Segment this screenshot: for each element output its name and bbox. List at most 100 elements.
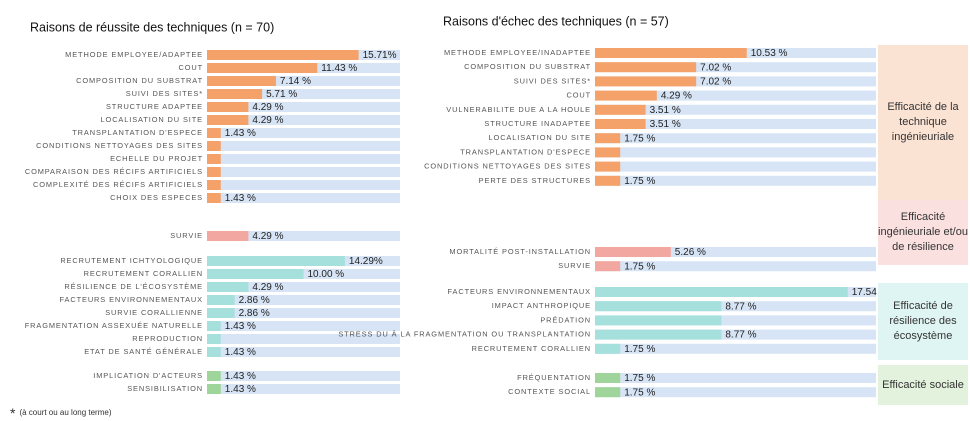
bar-background	[595, 175, 876, 186]
value-label: 1.75 %	[624, 133, 655, 144]
category-label: STRUCTURE INADAPTEE	[484, 119, 591, 128]
value-label: 7.14 %	[280, 76, 311, 87]
footnote-mark: *	[10, 405, 16, 421]
category-label: RECRUTEMENT ICHTYOLOGIQUE	[60, 256, 203, 265]
bar-background	[207, 167, 400, 177]
value-label: 3.51 %	[650, 105, 681, 116]
bar	[595, 343, 621, 354]
bar	[595, 104, 646, 115]
category-label: CONTEXTE SOCIAL	[508, 387, 591, 396]
category-label: CONDITIONS NETTOYAGES DES SITES	[36, 141, 203, 150]
value-label: 4.29 %	[252, 102, 283, 113]
group-label: Efficacité sociale	[878, 365, 968, 405]
bar	[207, 347, 221, 357]
bar	[595, 261, 621, 272]
category-label: LOCALISATION DU SITE	[101, 115, 203, 124]
category-label: COMPARAISON DES RÉCIFS ARTIFICIELS	[25, 167, 203, 176]
group-label: Efficacité de la technique ingénieuriale	[878, 45, 968, 200]
value-label: 15.71%	[363, 50, 397, 61]
bar	[207, 371, 221, 381]
bar	[595, 175, 621, 186]
category-label: TRANSPLANTATION D'ESPECE	[72, 128, 203, 137]
bar-background	[207, 76, 400, 86]
category-label: COMPOSITION DU SUBSTRAT	[464, 62, 591, 71]
value-label: 1.43 %	[225, 193, 256, 204]
bar	[207, 89, 263, 99]
category-label: COMPOSITION DU SUBSTRAT	[76, 76, 203, 85]
value-label: 4.29 %	[252, 115, 283, 126]
bar	[595, 387, 621, 398]
bar-background	[595, 315, 876, 326]
category-label: FRÉQUENTATION	[517, 373, 591, 382]
bar-background	[207, 384, 400, 394]
value-label: 7.02 %	[700, 62, 731, 73]
category-label: SURVIE CORALLIENNE	[105, 308, 203, 317]
bar-background	[595, 76, 876, 87]
bar-background	[207, 295, 400, 305]
value-label: 4.29 %	[252, 231, 283, 242]
bar	[595, 287, 848, 297]
category-label: IMPACT ANTHROPIQUE	[492, 301, 591, 310]
bar-background	[595, 90, 876, 101]
category-label: SENSIBILISATION	[127, 384, 203, 393]
bar-background	[207, 347, 400, 357]
bar	[595, 147, 621, 158]
value-label: 8.77 %	[725, 301, 756, 312]
category-label: STRUCTURE ADAPTEE	[106, 102, 203, 111]
bar	[207, 269, 304, 279]
bar-background	[207, 102, 400, 112]
value-label: 1.75 %	[624, 387, 655, 398]
group-label: Efficacité de résilience des écosystème	[878, 283, 968, 360]
bar-background	[595, 62, 876, 73]
value-label: 11.43 %	[321, 63, 357, 74]
value-label: 1.43 %	[225, 128, 256, 139]
category-label: STRESS DU À LA FRAGMENTATION OU TRANSPLA…	[338, 330, 591, 339]
bar-background	[595, 133, 876, 144]
value-label: 10.53 %	[751, 48, 788, 59]
bar-background	[207, 231, 400, 241]
bar-background	[207, 334, 400, 344]
bar	[595, 62, 697, 73]
bar-background	[595, 329, 876, 340]
value-label: 1.75 %	[624, 373, 655, 384]
category-label: IMPLICATION D'ACTEURS	[93, 371, 203, 380]
bar-background	[207, 128, 400, 138]
bar	[207, 154, 221, 164]
category-label: ECHELLE DU PROJET	[110, 154, 203, 163]
bar	[207, 295, 235, 305]
category-label: SUIVI DES SITES*	[126, 89, 203, 98]
category-label: METHODE EMPLOYEE/ADAPTEE	[65, 50, 203, 59]
bar-background	[595, 261, 876, 272]
chart-title: Raisons de réussite des techniques (n = …	[30, 20, 274, 34]
value-label: 5.71 %	[266, 89, 297, 100]
value-label: 1.43 %	[225, 371, 256, 382]
value-label: 1.43 %	[225, 384, 256, 395]
bar-background	[207, 321, 400, 331]
category-label: MORTALITÉ POST-INSTALLATION	[449, 247, 591, 256]
bar	[207, 321, 221, 331]
value-label: 8.77 %	[725, 330, 756, 341]
bar-background	[595, 373, 876, 383]
category-label: RECRUTEMENT CORALLIEN	[84, 269, 203, 278]
value-label: 2.86 %	[239, 295, 270, 306]
bar-background	[207, 89, 400, 99]
bar-background	[207, 282, 400, 292]
category-label: LOCALISATION DU SITE	[489, 133, 591, 142]
bar	[595, 133, 621, 144]
bar	[595, 161, 621, 172]
bar	[207, 334, 221, 344]
value-label: 1.75 %	[624, 176, 655, 187]
bar	[595, 329, 722, 340]
footnote: * (à court ou au long terme)	[10, 405, 112, 421]
bar	[207, 102, 249, 112]
category-label: TRANSPLANTATION D'ESPECE	[460, 147, 591, 156]
category-label: CONDITIONS NETTOYAGES DES SITES	[424, 162, 591, 171]
bar	[595, 301, 722, 312]
category-label: FACTEURS ENVIRONNEMENTAUX	[448, 287, 592, 296]
category-label: FRAGMENTATION ASSEXUÉE NATURELLE	[25, 321, 203, 330]
bar	[207, 193, 221, 203]
value-label: 5.26 %	[675, 247, 706, 258]
category-label: ETAT DE SANTÉ GÉNÉRALE	[84, 347, 203, 356]
